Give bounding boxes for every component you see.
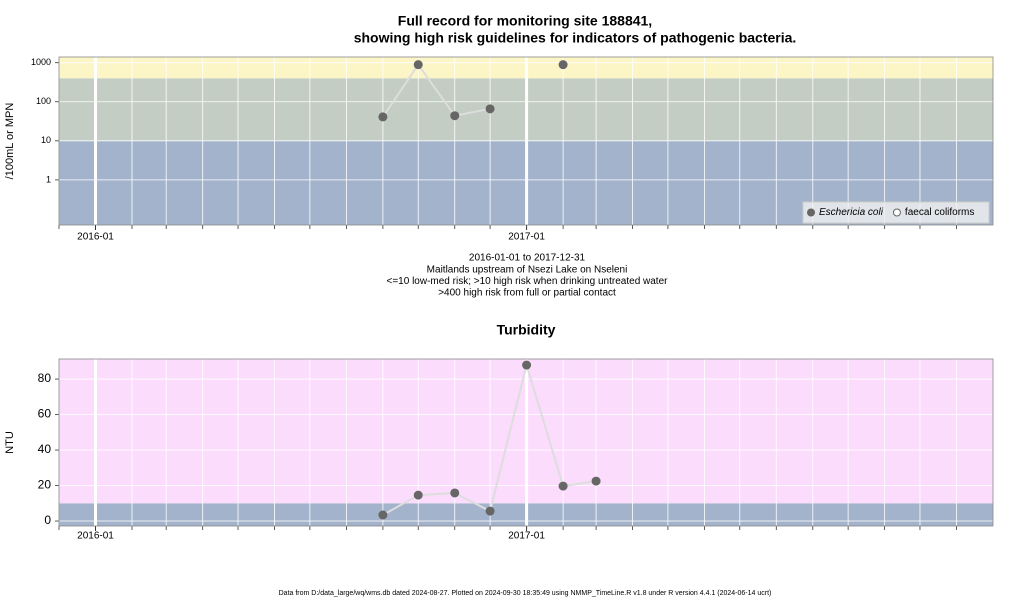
y-tick-label: 1	[46, 174, 51, 184]
data-point	[522, 360, 532, 370]
y-tick-label: 20	[38, 478, 52, 492]
data-point	[378, 510, 388, 520]
x-tick-label: 2016-01	[77, 531, 114, 542]
chart-note: >400 high risk from full or partial cont…	[438, 288, 616, 299]
chart-note: <=10 low-med risk; >10 high risk when dr…	[387, 276, 669, 287]
data-point	[450, 111, 460, 121]
legend-marker	[892, 208, 901, 217]
y-tick-label: 60	[38, 407, 52, 421]
x-tick-label: 2016-01	[77, 232, 114, 243]
chart-note: Maitlands upstream of Nsezi Lake on Nsel…	[427, 264, 628, 275]
data-point	[413, 490, 423, 500]
data-point	[485, 506, 495, 516]
data-point	[558, 481, 568, 491]
data-point	[558, 60, 568, 70]
chart-title: Turbidity	[497, 322, 556, 338]
plot-border	[58, 358, 994, 527]
x-tick-label: 2017-01	[508, 232, 545, 243]
data-point	[413, 60, 423, 70]
y-tick-label: 80	[38, 371, 52, 385]
y-tick-label: 1000	[31, 57, 51, 67]
legend-label: Eschericia coli	[819, 207, 884, 218]
chart-title: showing high risk guidelines for indicat…	[354, 30, 797, 46]
chart-note: 2016-01-01 to 2017-12-31	[469, 253, 586, 264]
y-axis-label: /100mL or MPN	[4, 103, 16, 180]
y-tick-label: 40	[38, 442, 52, 456]
legend-label: faecal coliforms	[905, 207, 974, 218]
y-tick-label: 0	[44, 513, 51, 527]
legend-marker	[807, 208, 815, 217]
footer: Data from D:/data_large/wq/wms.db dated …	[279, 590, 772, 597]
data-point	[485, 104, 495, 114]
x-tick-label: 2017-01	[508, 531, 545, 542]
y-tick-label: 100	[36, 96, 51, 106]
y-tick-label: 10	[41, 135, 51, 145]
data-point	[378, 112, 388, 122]
data-point	[591, 476, 601, 486]
y-axis-label: NTU	[4, 431, 16, 454]
plot-border	[58, 56, 994, 226]
data-point	[450, 488, 460, 498]
chart-title: Full record for monitoring site 188841,	[398, 13, 652, 29]
